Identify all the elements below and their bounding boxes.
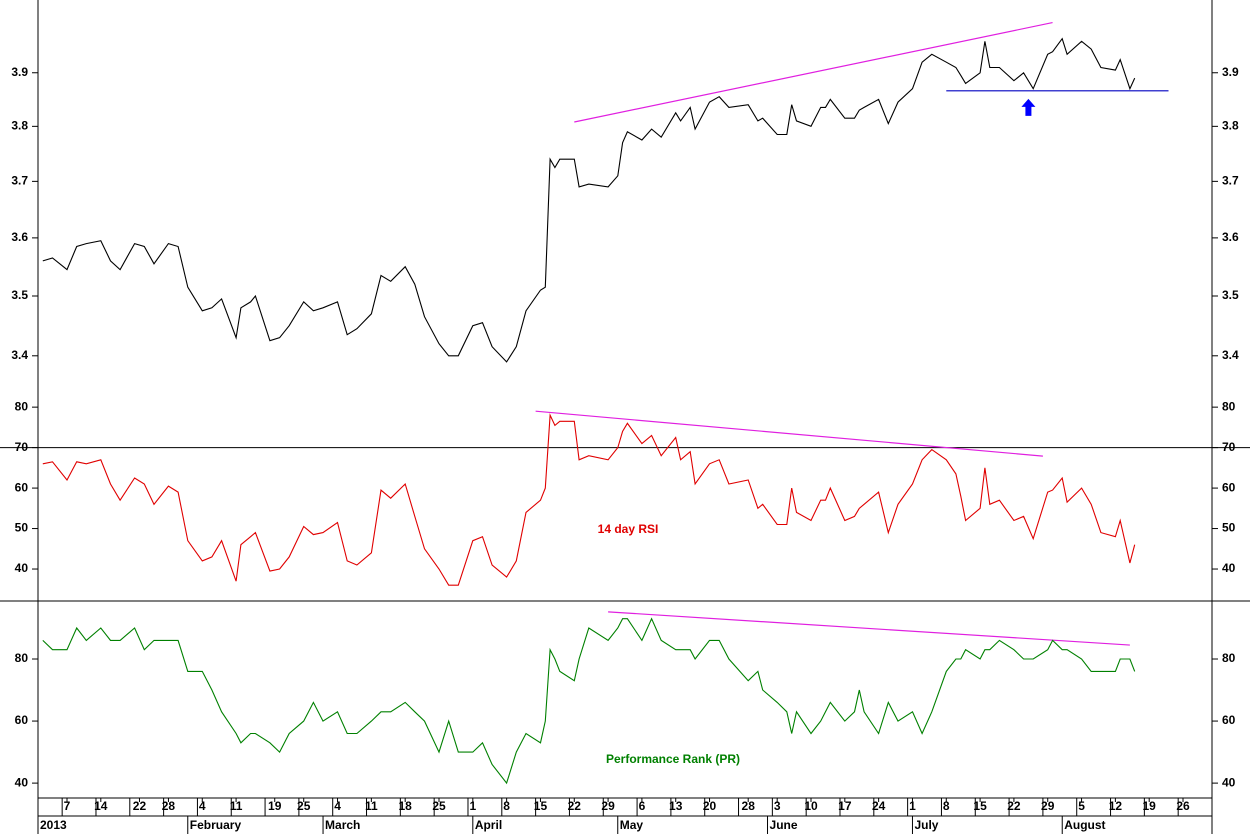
y-tick-label: 60 xyxy=(15,713,29,727)
series-label: 14 day RSI xyxy=(598,522,659,536)
x-tick-label: 28 xyxy=(742,799,756,813)
y-tick-label: 80 xyxy=(1222,651,1236,665)
x-tick-label: 29 xyxy=(1041,799,1055,813)
y-tick-label: 60 xyxy=(1222,713,1236,727)
x-tick-label: 19 xyxy=(268,799,282,813)
x-tick-label: 24 xyxy=(872,799,886,813)
y-tick-label: 40 xyxy=(15,561,29,575)
x-tick-label: 4 xyxy=(334,799,341,813)
y-tick-label: 3.7 xyxy=(1222,174,1239,188)
series-line xyxy=(42,413,1136,586)
y-tick-label: 3.9 xyxy=(1222,65,1239,79)
y-tick-label: 40 xyxy=(1222,561,1236,575)
x-tick-label: 1 xyxy=(469,799,476,813)
x-tick-label: 14 xyxy=(94,799,108,813)
x-tick-label: 25 xyxy=(432,799,446,813)
x-tick-label: 4 xyxy=(199,799,206,813)
month-label: February xyxy=(190,818,242,832)
x-tick-label: 3 xyxy=(774,799,781,813)
x-tick-label: 22 xyxy=(133,799,147,813)
trend-line xyxy=(535,410,1043,457)
x-tick-label: 28 xyxy=(162,799,176,813)
y-tick-label: 70 xyxy=(15,440,29,454)
x-tick-label: 8 xyxy=(943,799,950,813)
trend-line xyxy=(574,22,1053,123)
y-tick-label: 50 xyxy=(15,521,29,535)
x-tick-label: 29 xyxy=(601,799,615,813)
month-label: March xyxy=(325,818,360,832)
y-tick-label: 60 xyxy=(15,480,29,494)
x-tick-label: 25 xyxy=(297,799,311,813)
series-label: Performance Rank (PR) xyxy=(606,752,740,766)
y-tick-label: 3.6 xyxy=(11,230,28,244)
x-tick-label: 26 xyxy=(1176,799,1190,813)
month-label: May xyxy=(620,818,644,832)
month-label: July xyxy=(914,818,938,832)
y-tick-label: 3.9 xyxy=(11,65,28,79)
x-tick-label: 20 xyxy=(703,799,717,813)
month-label: August xyxy=(1064,818,1105,832)
x-tick-label: 11 xyxy=(230,799,243,813)
series-line xyxy=(42,37,1136,363)
x-tick-label: 17 xyxy=(838,799,852,813)
y-tick-label: 3.7 xyxy=(11,174,28,188)
y-tick-label: 3.6 xyxy=(1222,230,1239,244)
x-tick-label: 7 xyxy=(64,799,71,813)
x-tick-label: 10 xyxy=(804,799,818,813)
x-tick-label: 11 xyxy=(365,799,378,813)
x-tick-label: 18 xyxy=(398,799,412,813)
month-label: April xyxy=(475,818,502,832)
y-tick-label: 80 xyxy=(1222,399,1236,413)
y-tick-label: 60 xyxy=(1222,480,1236,494)
month-label: 2013 xyxy=(40,818,67,832)
x-tick-label: 22 xyxy=(568,799,582,813)
x-tick-label: 5 xyxy=(1078,799,1085,813)
x-tick-label: 1 xyxy=(909,799,916,813)
y-tick-label: 80 xyxy=(15,651,29,665)
y-tick-label: 40 xyxy=(15,775,29,789)
x-tick-label: 15 xyxy=(534,799,548,813)
y-tick-label: 3.5 xyxy=(1222,288,1239,302)
arrow xyxy=(1021,98,1036,116)
y-tick-label: 40 xyxy=(1222,775,1236,789)
y-tick-label: 3.4 xyxy=(1222,348,1239,362)
y-tick-label: 70 xyxy=(1222,440,1236,454)
x-tick-label: 12 xyxy=(1109,799,1123,813)
y-tick-label: 3.5 xyxy=(11,288,28,302)
x-tick-label: 8 xyxy=(503,799,510,813)
series-line xyxy=(42,617,1136,785)
y-tick-label: 3.8 xyxy=(11,119,28,133)
x-tick-label: 22 xyxy=(1007,799,1021,813)
x-tick-label: 19 xyxy=(1143,799,1157,813)
y-tick-label: 50 xyxy=(1222,521,1236,535)
x-tick-label: 6 xyxy=(639,799,646,813)
y-tick-label: 3.8 xyxy=(1222,119,1239,133)
x-tick-label: 15 xyxy=(973,799,987,813)
x-tick-label: 13 xyxy=(669,799,683,813)
y-tick-label: 80 xyxy=(15,399,29,413)
month-label: June xyxy=(770,818,798,832)
trend-line xyxy=(608,611,1130,646)
y-tick-label: 3.4 xyxy=(11,348,28,362)
